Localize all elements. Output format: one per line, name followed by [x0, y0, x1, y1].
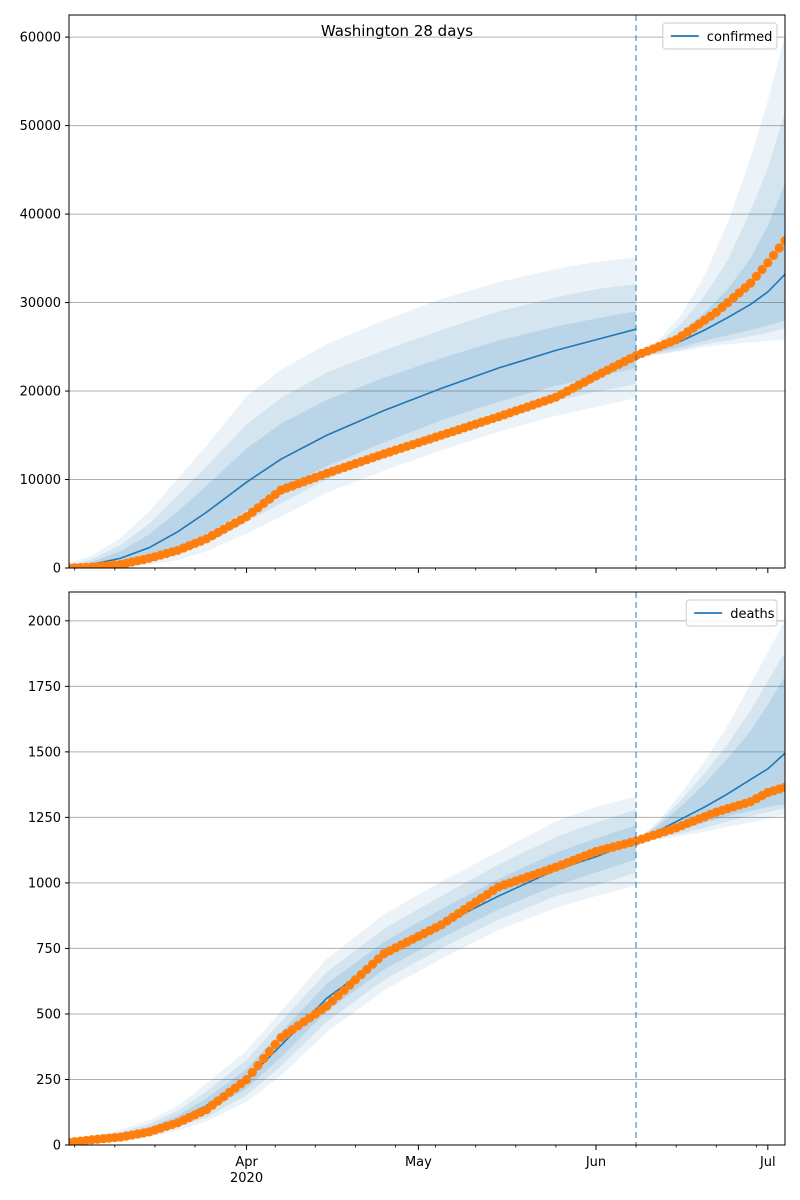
y-tick-label: 1000 — [28, 876, 61, 891]
y-tick-label: 0 — [53, 1139, 61, 1154]
observed-point — [746, 278, 756, 288]
forecast-uncertainty-band — [636, 183, 785, 356]
forecast-uncertainty-band — [636, 35, 785, 356]
y-tick-label: 2000 — [28, 614, 61, 629]
fit-uncertainty-band — [69, 796, 637, 1144]
observed-point — [780, 236, 785, 246]
y-tick-label: 10000 — [20, 473, 61, 488]
x-tick-label: Jun — [585, 1155, 606, 1170]
plot-area — [69, 620, 785, 1145]
x-tick-label: Jul — [759, 1155, 776, 1170]
y-tick-label: 20000 — [20, 385, 61, 400]
y-tick-label: 1500 — [28, 745, 61, 760]
y-tick-label: 500 — [36, 1007, 61, 1022]
forecast-uncertainty-band — [636, 620, 785, 841]
legend-box — [685, 599, 778, 627]
y-tick-label: 0 — [53, 562, 61, 577]
fit-uncertainty-band — [69, 257, 637, 568]
observed-point — [264, 1046, 275, 1057]
confirmed-panel: 0 10000 20000 30000 40000 50000 60000 confirmed — [20, 14, 786, 577]
figure-title: Washington 28 days — [321, 22, 473, 40]
observed-point — [247, 1067, 257, 1078]
forecast-uncertainty-band — [636, 111, 785, 356]
axes-frame — [68, 14, 786, 569]
y-tick-label: 60000 — [20, 31, 61, 46]
observed-point — [774, 243, 784, 253]
observed-point — [768, 250, 779, 260]
observed-point — [757, 264, 767, 275]
legend: confirmed — [662, 22, 778, 50]
observed-point — [780, 782, 785, 792]
y-tick-label: 1750 — [28, 680, 61, 695]
x-tick-label: May — [405, 1155, 432, 1170]
x-tick-label: Apr — [235, 1155, 258, 1170]
y-tick-label: 250 — [36, 1073, 61, 1088]
legend-label: confirmed — [707, 30, 773, 45]
y-tick-label: 30000 — [20, 296, 61, 311]
observed-point — [253, 1060, 263, 1071]
plot-area — [69, 35, 785, 568]
observed-point — [241, 1074, 252, 1085]
forecast-uncertainty-band — [636, 652, 785, 841]
y-tick-label: 750 — [36, 942, 61, 957]
observed-point — [751, 271, 761, 281]
observed-point — [270, 1039, 280, 1050]
observed-point — [259, 1053, 269, 1064]
x-tick-sublabel: 2020 — [230, 1171, 263, 1186]
observed-point — [763, 258, 773, 268]
fit-uncertainty-band — [69, 283, 637, 568]
fit-median-line — [69, 328, 637, 568]
legend: deaths — [685, 599, 778, 627]
axes-frame — [68, 591, 786, 1146]
legend-label: deaths — [730, 607, 775, 622]
y-tick-label: 40000 — [20, 208, 61, 223]
fit-uncertainty-band — [69, 311, 637, 568]
y-tick-label: 1250 — [28, 811, 61, 826]
y-tick-label: 50000 — [20, 119, 61, 134]
legend-box — [662, 22, 778, 50]
